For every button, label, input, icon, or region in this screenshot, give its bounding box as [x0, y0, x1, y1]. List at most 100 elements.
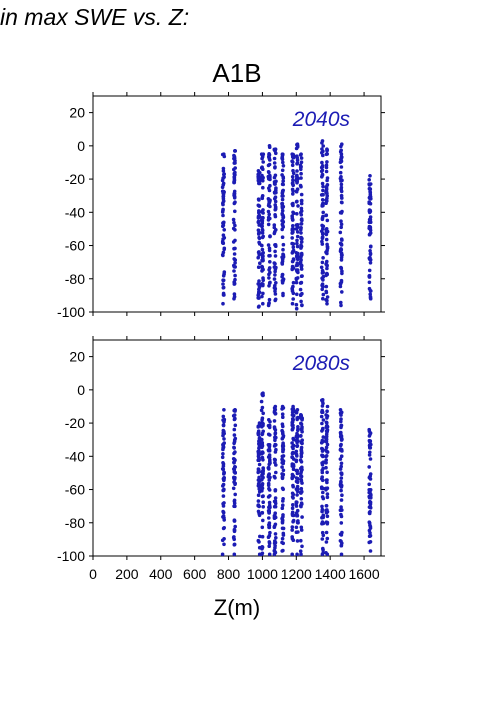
data-point: [324, 213, 329, 217]
data-point: [294, 410, 299, 415]
data-point: [339, 472, 344, 476]
data-point: [320, 530, 325, 535]
data-point: [324, 445, 329, 450]
data-point: [319, 169, 324, 174]
plot-frame: [92, 95, 382, 313]
data-point: [368, 440, 372, 444]
data-point: [339, 521, 344, 525]
data-point: [273, 207, 278, 212]
data-point: [324, 540, 329, 544]
data-point: [320, 507, 325, 512]
data-point: [221, 278, 225, 283]
data-point: [291, 467, 296, 472]
data-point: [261, 411, 266, 416]
data-point: [280, 506, 285, 511]
data-point: [232, 417, 237, 422]
data-point: [256, 296, 261, 300]
data-point: [231, 486, 236, 491]
data-point: [272, 548, 277, 553]
data-point: [267, 462, 272, 467]
data-point: [291, 245, 296, 249]
data-point: [340, 530, 344, 535]
data-point: [272, 231, 277, 236]
y-tick-label: -60: [65, 238, 85, 254]
data-point: [232, 433, 237, 437]
data-point: [268, 494, 272, 498]
data-point: [273, 249, 277, 254]
data-point: [320, 141, 324, 145]
data-point: [339, 476, 344, 480]
data-point: [321, 486, 325, 491]
data-point: [273, 190, 278, 194]
data-point: [221, 514, 226, 518]
data-point: [291, 291, 296, 296]
data-point: [320, 470, 325, 475]
data-point: [280, 428, 284, 433]
data-point: [280, 536, 285, 541]
data-point: [220, 455, 225, 460]
data-point: [368, 446, 373, 450]
data-point: [221, 224, 225, 228]
data-point: [267, 516, 271, 520]
data-point: [325, 495, 330, 500]
data-point: [233, 200, 237, 204]
data-point: [272, 225, 277, 230]
data-point: [231, 535, 236, 540]
data-point: [257, 504, 262, 509]
data-point: [221, 423, 226, 427]
data-point: [325, 272, 329, 276]
data-point: [367, 505, 372, 510]
data-point: [256, 470, 261, 475]
data-point: [294, 302, 299, 307]
data-point: [340, 493, 344, 498]
data-point: [257, 240, 261, 245]
series-column-z1465: [338, 408, 344, 557]
data-point: [299, 227, 303, 232]
data-point: [320, 175, 324, 179]
data-point: [298, 490, 303, 495]
data-point: [272, 419, 277, 423]
data-point: [257, 170, 262, 175]
data-point: [319, 265, 324, 270]
data-point: [267, 488, 272, 492]
data-point: [339, 278, 344, 283]
x-tick-label: 800: [217, 566, 241, 582]
data-point: [299, 231, 303, 235]
data-point: [299, 299, 303, 304]
data-point: [221, 301, 225, 306]
data-point: [324, 486, 328, 491]
data-point: [267, 301, 271, 306]
data-point: [232, 542, 237, 547]
data-point: [266, 423, 271, 428]
plot-frame: [92, 339, 382, 557]
data-point: [320, 421, 324, 426]
data-point: [260, 269, 264, 273]
data-point: [267, 540, 272, 544]
data-point: [300, 303, 304, 307]
data-point: [273, 450, 278, 454]
data-point: [221, 213, 225, 218]
data-point: [368, 232, 372, 236]
data-point: [295, 552, 299, 557]
data-point: [294, 306, 299, 311]
data-point: [338, 434, 343, 439]
x-tick-label: 1400: [315, 566, 346, 582]
series-column-z1180: [290, 404, 296, 557]
data-point: [367, 268, 372, 273]
data-point: [232, 153, 236, 158]
data-point: [339, 247, 344, 252]
data-point: [220, 467, 225, 471]
data-point: [339, 265, 343, 270]
data-point: [257, 232, 261, 236]
data-point: [281, 182, 286, 187]
data-point: [257, 453, 261, 457]
data-point: [260, 489, 264, 493]
data-point: [273, 546, 277, 550]
data-point: [300, 502, 304, 506]
data-point: [261, 276, 265, 280]
series-column-z1075: [272, 404, 278, 557]
data-point: [339, 461, 344, 466]
data-point: [273, 195, 278, 199]
data-point: [281, 225, 286, 229]
data-point: [221, 191, 225, 196]
